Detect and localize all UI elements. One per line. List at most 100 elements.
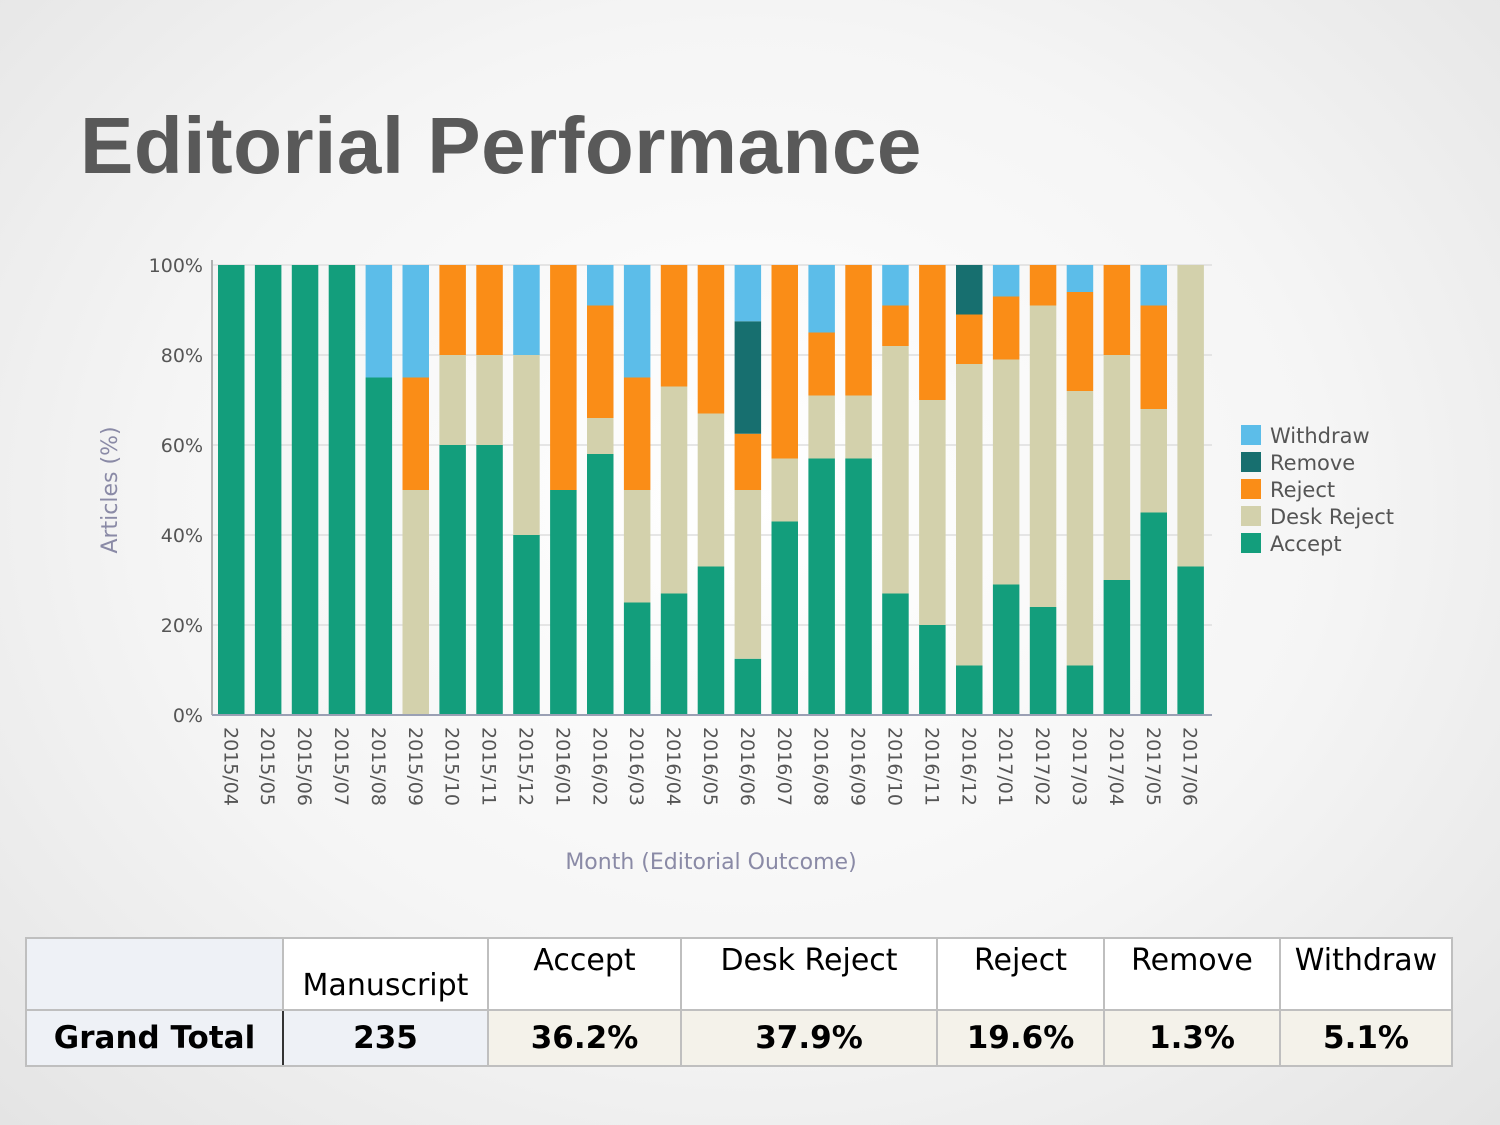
bar-segment-reject — [439, 265, 466, 355]
bar-segment-desk-reject — [439, 355, 466, 445]
stacked-bar-chart: 0% 20% 40% 60% 80% 100% 2015/04 2015/05 2015/06 2… — [98, 255, 1394, 875]
bar-segment-withdraw — [623, 265, 651, 378]
bar-segment-reject — [882, 305, 909, 346]
table-header-remove: Remove — [1103, 937, 1281, 1011]
x-tick-label: 2016/04 — [662, 727, 684, 806]
bar-segment-reject — [808, 332, 835, 396]
legend-swatch-reject — [1241, 479, 1261, 499]
bar-segment-desk-reject — [992, 359, 1020, 585]
bar-segment-desk-reject — [623, 490, 651, 603]
bar-segment-desk-reject — [476, 355, 503, 445]
x-tick-label: 2016/02 — [588, 727, 610, 806]
bar-segment-withdraw — [808, 265, 835, 333]
grand-total-accept: 36.2% — [487, 1009, 682, 1067]
x-tick-label: 2017/06 — [1179, 727, 1201, 806]
bar-segment-accept — [623, 602, 651, 715]
grand-total-remove: 1.3% — [1103, 1009, 1281, 1067]
x-tick-label: 2015/04 — [219, 727, 241, 806]
bar-segment-accept — [697, 566, 725, 715]
bar-segment-desk-reject — [1029, 305, 1057, 607]
grand-total-reject: 19.6% — [936, 1009, 1105, 1067]
bar-segment-desk-reject — [882, 346, 909, 594]
bar-segment-accept — [587, 454, 614, 715]
x-tick-label: 2015/12 — [514, 727, 536, 806]
bar-segment-reject — [1066, 292, 1094, 391]
bar-segment-reject — [992, 296, 1020, 360]
bar-segment-withdraw — [365, 265, 393, 378]
bar-segment-accept — [992, 584, 1020, 715]
bar-segment-desk-reject — [1140, 409, 1167, 513]
bar-segment-reject — [919, 265, 946, 400]
bar-segment-accept — [291, 265, 319, 715]
x-tick-label: 2015/06 — [293, 727, 315, 806]
grand-total-desk-reject: 37.9% — [680, 1009, 938, 1067]
slide-title: Editorial Performance — [80, 101, 922, 190]
bar-segment-reject — [623, 377, 651, 490]
bar-segment-accept — [771, 521, 798, 715]
bar-segment-accept — [845, 458, 872, 715]
legend-label-desk-reject: Desk Reject — [1270, 505, 1394, 529]
bar-segment-reject — [734, 433, 762, 490]
bar-segment-withdraw — [992, 265, 1020, 297]
bar-segment-accept — [956, 665, 983, 715]
bar-segment-desk-reject — [845, 395, 872, 459]
x-tick-label: 2017/03 — [1068, 727, 1090, 806]
x-tick-label: 2016/07 — [773, 727, 795, 806]
table-header-withdraw: Withdraw — [1279, 937, 1453, 1011]
legend-label-withdraw: Withdraw — [1270, 424, 1370, 448]
grand-total-label: Grand Total — [25, 1009, 284, 1067]
x-axis-title: Month (Editorial Outcome) — [565, 850, 856, 875]
bar-segment-accept — [439, 445, 466, 715]
x-tick-label: 2016/01 — [551, 727, 573, 806]
legend-swatch-remove — [1241, 452, 1261, 472]
y-tick-label: 60% — [161, 435, 203, 457]
bar-segment-desk-reject — [587, 418, 614, 454]
bar-segment-reject — [1029, 265, 1057, 306]
bar-segment-desk-reject — [660, 386, 688, 594]
y-axis-title: Articles (%) — [98, 426, 123, 553]
bar-segment-withdraw — [1066, 265, 1094, 292]
legend-label-reject: Reject — [1270, 478, 1335, 502]
bar-segment-withdraw — [1140, 265, 1167, 306]
bar-segment-accept — [1177, 566, 1204, 715]
bar-segment-desk-reject — [771, 458, 798, 522]
table-header-reject: Reject — [936, 937, 1105, 1011]
bar-segment-withdraw — [513, 265, 540, 355]
bar-segment-reject — [550, 265, 577, 490]
y-tick-label: 40% — [161, 525, 203, 547]
bar-segment-desk-reject — [808, 395, 835, 459]
x-tick-label: 2017/01 — [994, 727, 1016, 806]
bar-segment-reject — [1103, 265, 1131, 355]
x-tick-label: 2015/10 — [441, 727, 463, 806]
bar-segment-reject — [956, 314, 983, 364]
bar-segment-reject — [697, 265, 725, 414]
bar-segment-accept — [328, 265, 356, 715]
x-tick-label: 2017/02 — [1031, 727, 1053, 806]
y-tick-label: 0% — [173, 705, 203, 727]
summary-table: Manuscript Accept Desk Reject Reject Rem… — [25, 937, 1453, 1067]
bar-segment-accept — [218, 265, 245, 715]
legend-label-accept: Accept — [1270, 532, 1342, 556]
bar-segment-accept — [808, 458, 835, 715]
chart-bars — [218, 265, 1204, 715]
chart-axes: 0% 20% 40% 60% 80% 100% 2015/04 2015/05 2015/06 2… — [149, 255, 1212, 806]
bar-segment-desk-reject — [697, 413, 725, 567]
table-row-grand-total: Grand Total 235 36.2% 37.9% 19.6% 1.3% 5… — [25, 1009, 1453, 1067]
bar-segment-withdraw — [402, 265, 429, 378]
grand-total-withdraw: 5.1% — [1279, 1009, 1453, 1067]
x-tick-label: 2016/03 — [625, 727, 647, 806]
chart-legend: Withdraw Remove Reject Desk Reject Accept — [1241, 424, 1394, 556]
bar-segment-withdraw — [882, 265, 909, 306]
bar-segment-reject — [587, 305, 614, 418]
x-tick-label: 2016/12 — [957, 727, 979, 806]
table-header-accept: Accept — [487, 937, 682, 1011]
bar-segment-desk-reject — [734, 490, 762, 659]
x-tick-label: 2015/07 — [330, 727, 352, 806]
bar-segment-accept — [1103, 580, 1131, 715]
bar-segment-withdraw — [734, 265, 762, 322]
bar-segment-accept — [476, 445, 503, 715]
legend-swatch-accept — [1241, 533, 1261, 553]
bar-segment-withdraw — [587, 265, 614, 306]
bar-segment-accept — [919, 625, 946, 715]
bar-segment-desk-reject — [513, 355, 540, 535]
